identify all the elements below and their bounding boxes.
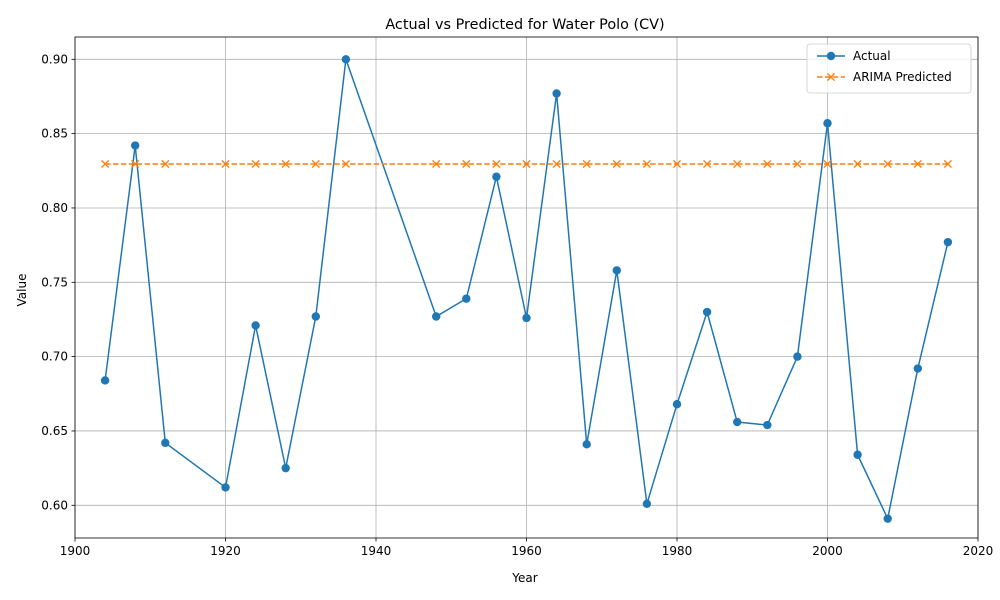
y-axis: 0.60 0.65 0.70 0.75 0.80 0.85 0.90 <box>41 52 75 512</box>
legend-label: Actual <box>853 49 891 63</box>
x-axis-label: Year <box>511 571 537 585</box>
data-point-actual <box>432 312 441 321</box>
legend-label: ARIMA Predicted <box>853 70 952 84</box>
data-point-actual <box>161 438 170 448</box>
legend-frame <box>806 43 972 94</box>
y-tick-label: 0.75 <box>41 275 68 289</box>
data-point-arima-predicted <box>913 159 922 169</box>
x-tick-label: 1980 <box>662 544 693 558</box>
data-point-actual <box>763 420 772 430</box>
data-point-actual <box>552 89 561 98</box>
data-point-actual <box>221 483 230 492</box>
data-point-arima-predicted <box>101 159 110 169</box>
data-point-actual <box>462 294 471 303</box>
x-tick-label: 1940 <box>361 544 392 558</box>
legend: Actual ARIMA Predicted <box>806 43 972 94</box>
data-point-actual <box>341 55 351 64</box>
y-tick-label: 0.80 <box>41 201 68 215</box>
legend-item-arima-predicted: ARIMA Predicted <box>817 70 952 84</box>
data-point-actual <box>883 514 892 523</box>
data-point-arima-predicted <box>793 159 802 169</box>
y-tick-label: 0.90 <box>41 52 68 66</box>
data-point-arima-predicted <box>221 159 230 169</box>
data-point-actual <box>281 463 290 473</box>
data-point-arima-predicted <box>462 159 471 169</box>
x-tick-label: 1920 <box>210 544 241 558</box>
data-point-arima-predicted <box>552 159 561 169</box>
x-tick-label: 2000 <box>812 544 843 558</box>
x-tick-label: 1960 <box>511 544 542 558</box>
chart-title: Actual vs Predicted for Water Polo (CV) <box>385 17 664 33</box>
legend-marker <box>826 51 836 61</box>
data-point-actual <box>612 266 621 275</box>
series-arima-predicted <box>101 159 952 169</box>
data-point-arima-predicted <box>251 159 260 169</box>
data-point-actual <box>251 321 260 330</box>
x-tick-label: 2020 <box>963 544 994 558</box>
y-tick-label: 0.60 <box>41 498 68 512</box>
y-axis-label: Value <box>15 274 29 307</box>
data-point-arima-predicted <box>281 159 290 169</box>
data-point-actual <box>672 400 682 409</box>
data-point-actual <box>131 141 140 150</box>
data-point-arima-predicted <box>703 159 712 169</box>
data-point-arima-predicted <box>883 159 892 169</box>
series-layer <box>100 55 953 523</box>
data-point-arima-predicted <box>131 159 140 169</box>
data-point-actual <box>522 313 531 323</box>
data-point-actual <box>642 499 652 509</box>
data-point-arima-predicted <box>341 159 350 169</box>
data-point-actual <box>823 119 832 128</box>
data-point-arima-predicted <box>612 159 621 169</box>
x-tick-label: 1900 <box>60 544 91 558</box>
data-point-actual <box>100 376 110 385</box>
data-point-actual <box>853 450 862 459</box>
data-point-actual <box>492 172 501 181</box>
data-point-actual <box>913 364 922 373</box>
data-point-arima-predicted <box>672 159 682 169</box>
data-point-arima-predicted <box>161 159 170 169</box>
data-point-arima-predicted <box>763 159 772 169</box>
grid <box>74 37 979 538</box>
data-point-actual <box>793 352 802 361</box>
data-point-actual <box>733 417 742 427</box>
x-axis: 1900 1920 1940 1960 1980 2000 2020 <box>60 538 994 558</box>
data-point-actual <box>702 307 712 317</box>
data-point-arima-predicted <box>492 159 501 169</box>
data-point-arima-predicted <box>823 159 832 169</box>
data-point-arima-predicted <box>311 159 320 169</box>
data-point-arima-predicted <box>522 159 531 169</box>
y-tick-label: 0.85 <box>41 127 68 141</box>
series-line-actual <box>104 59 949 522</box>
data-point-arima-predicted <box>432 159 441 169</box>
data-point-arima-predicted <box>853 159 862 169</box>
legend-item-actual: Actual <box>817 49 891 63</box>
y-tick-label: 0.65 <box>41 424 68 438</box>
data-point-actual <box>943 237 953 247</box>
data-point-arima-predicted <box>733 159 742 169</box>
data-point-arima-predicted <box>642 159 651 169</box>
data-point-arima-predicted <box>582 159 591 169</box>
data-point-actual <box>582 440 591 449</box>
data-point-actual <box>311 312 320 321</box>
series-actual <box>100 55 953 523</box>
data-point-arima-predicted <box>943 159 952 169</box>
y-tick-label: 0.70 <box>41 350 68 364</box>
legend-marker <box>826 72 836 82</box>
